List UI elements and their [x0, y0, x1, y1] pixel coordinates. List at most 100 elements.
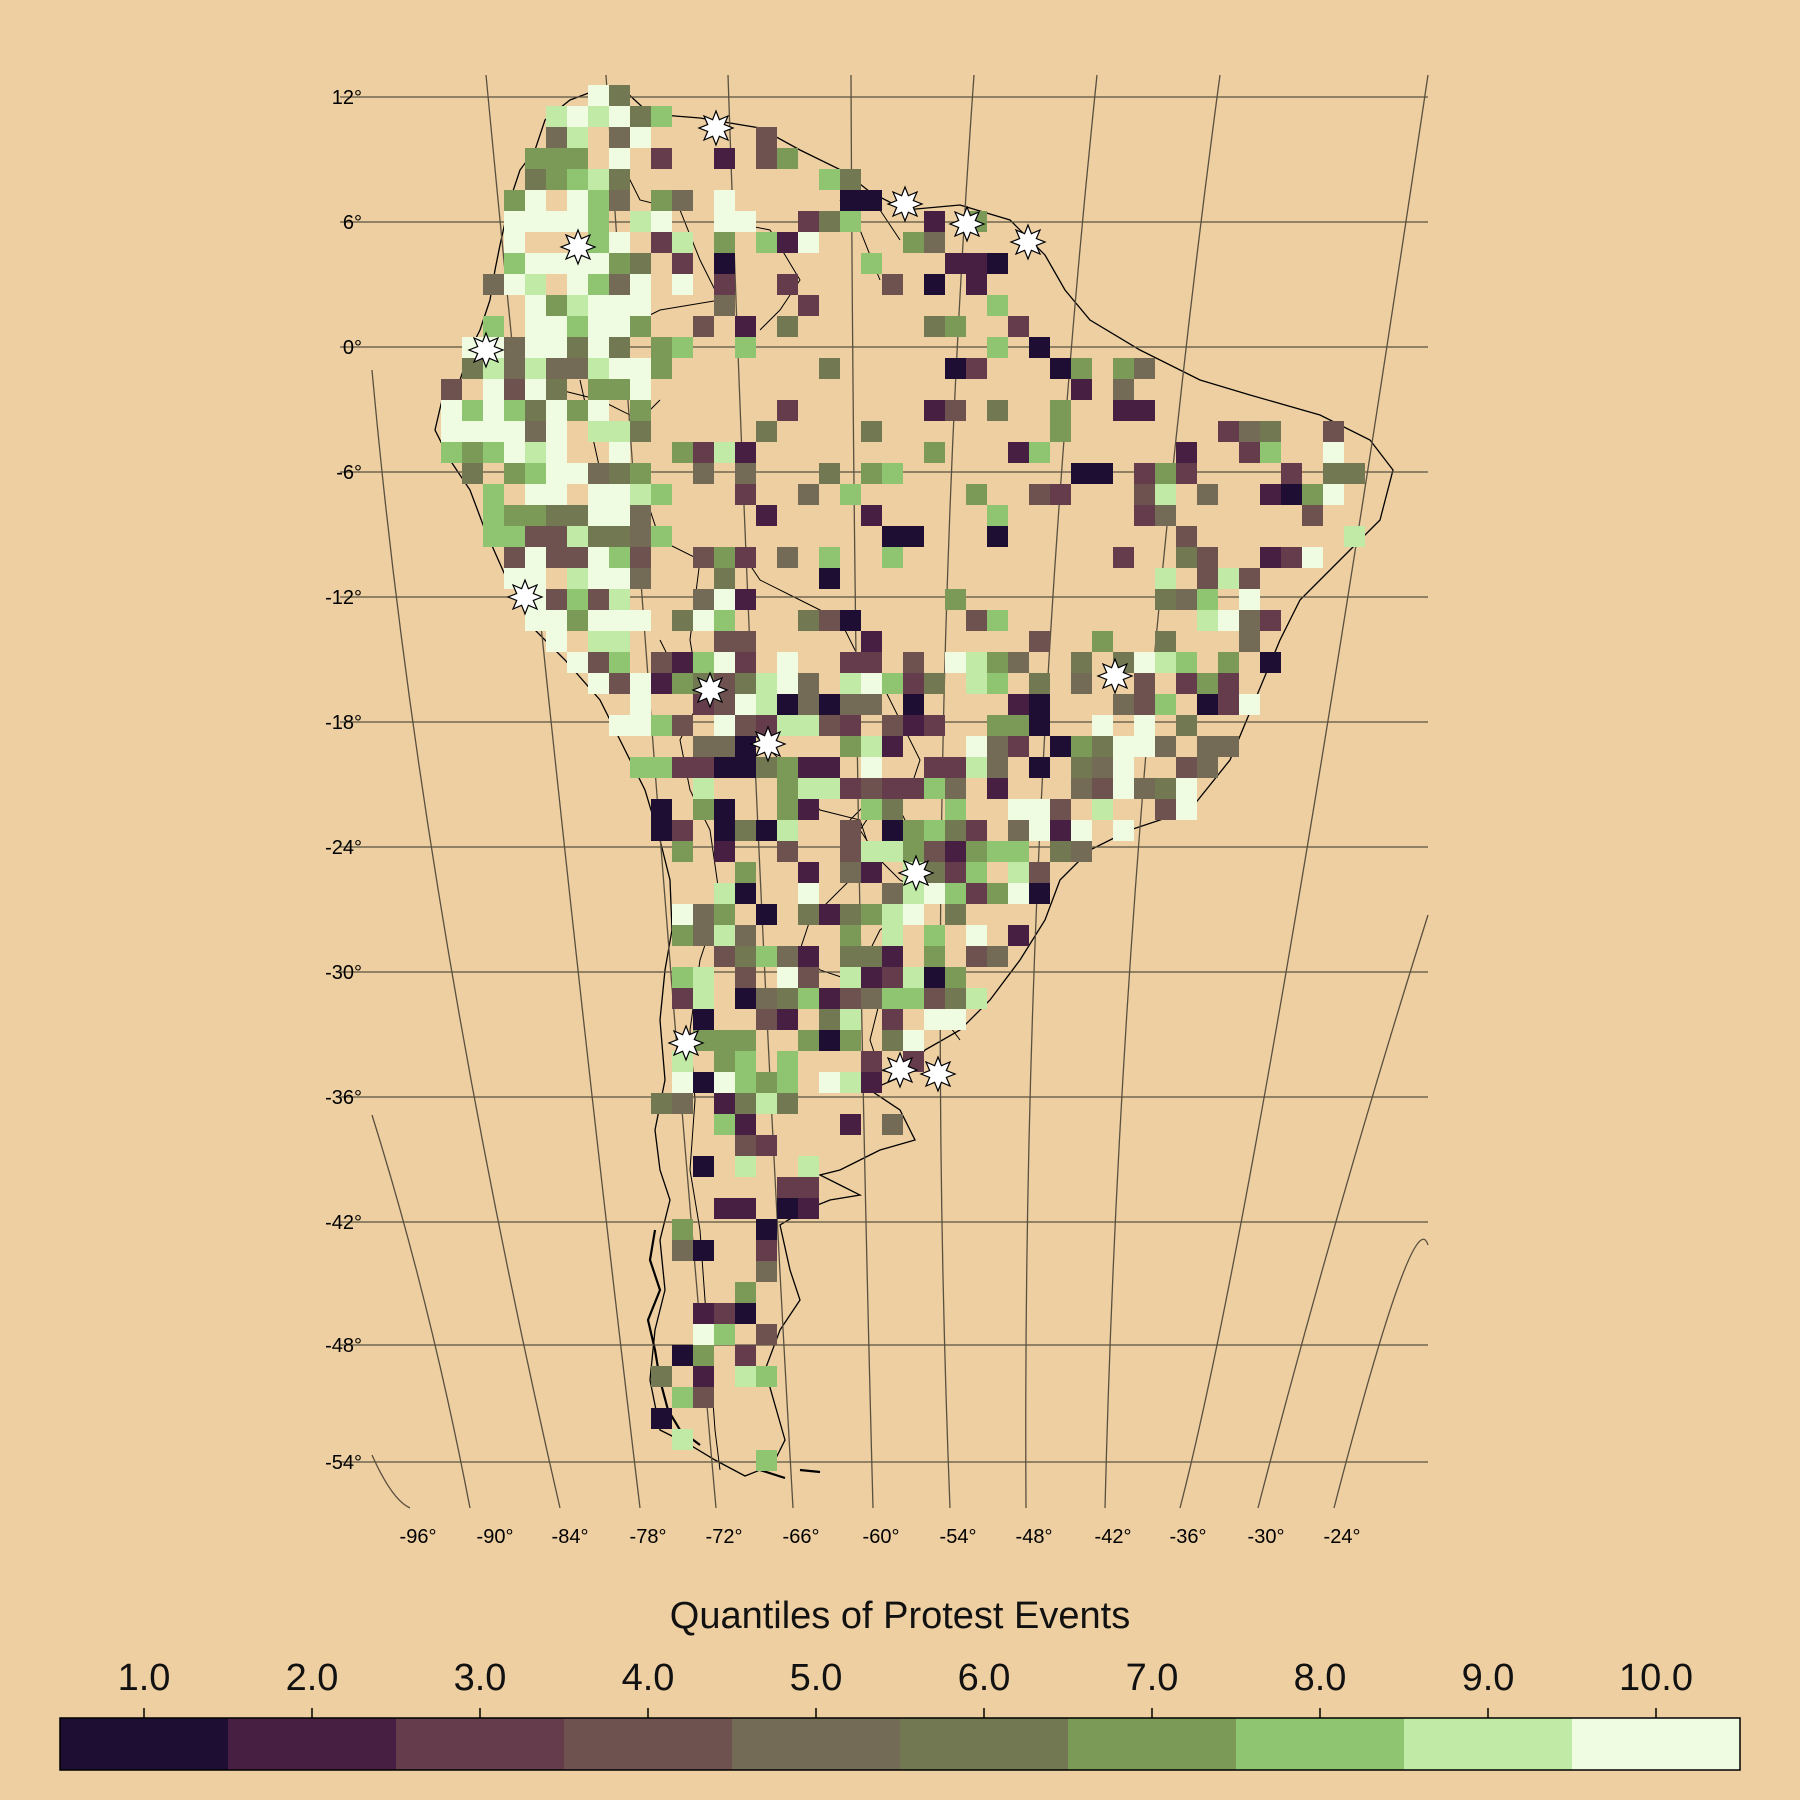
protest-cell	[903, 841, 924, 862]
protest-cells	[441, 85, 1365, 1471]
protest-cell	[735, 988, 756, 1009]
longitude-label: -72°	[706, 1526, 743, 1548]
protest-cell	[861, 778, 882, 799]
protest-cell	[777, 757, 798, 778]
protest-cell	[1008, 316, 1029, 337]
protest-cell	[672, 1387, 693, 1408]
protest-cell	[483, 316, 504, 337]
protest-cell	[840, 988, 861, 1009]
protest-cell	[1344, 526, 1365, 547]
protest-cell	[966, 820, 987, 841]
protest-cell	[1050, 358, 1071, 379]
colorbar-segment	[396, 1718, 565, 1770]
protest-cell	[1155, 799, 1176, 820]
city-star-marker	[559, 228, 597, 266]
protest-cell	[546, 547, 567, 568]
protest-cell	[651, 1093, 672, 1114]
protest-cell	[861, 631, 882, 652]
protest-cell	[903, 1030, 924, 1051]
protest-cell	[630, 274, 651, 295]
protest-cell	[1050, 799, 1071, 820]
protest-cell	[546, 253, 567, 274]
protest-cell	[798, 295, 819, 316]
protest-cell	[756, 1093, 777, 1114]
protest-cell	[819, 463, 840, 484]
legend-title: Quantiles of Protest Events	[669, 1595, 1131, 1637]
protest-cell	[1281, 463, 1302, 484]
protest-cell	[609, 253, 630, 274]
protest-cell	[1197, 673, 1218, 694]
protest-cell	[840, 862, 861, 883]
city-star-marker	[467, 331, 505, 369]
protest-cell	[1134, 400, 1155, 421]
protest-cell	[1218, 673, 1239, 694]
protest-cell	[987, 337, 1008, 358]
protest-cell	[525, 568, 546, 589]
protest-cell	[987, 946, 1008, 967]
protest-cell	[651, 337, 672, 358]
protest-cell	[588, 253, 609, 274]
latitude-label: 12°	[332, 87, 362, 109]
protest-cell	[1176, 463, 1197, 484]
protest-cell	[924, 400, 945, 421]
protest-cell	[861, 421, 882, 442]
protest-cell	[504, 526, 525, 547]
protest-cell	[525, 358, 546, 379]
protest-cell	[630, 463, 651, 484]
protest-cell	[609, 274, 630, 295]
latitude-label: -12°	[325, 587, 362, 609]
protest-cell	[777, 946, 798, 967]
protest-cell	[609, 463, 630, 484]
protest-cell	[777, 967, 798, 988]
protest-cell	[567, 337, 588, 358]
protest-cell	[798, 232, 819, 253]
protest-cell	[1071, 652, 1092, 673]
protest-cell	[1218, 421, 1239, 442]
latitude-label: -48°	[325, 1335, 362, 1357]
latitude-labels: 12° 6° 0° -6° -12° -18° -24° -30° -36° -42° -48° -5…	[325, 87, 362, 1474]
latitude-label: 0°	[343, 337, 362, 359]
protest-cell	[1134, 715, 1155, 736]
protest-cell	[672, 190, 693, 211]
protest-cell	[1113, 547, 1134, 568]
protest-cell	[651, 526, 672, 547]
protest-cell	[903, 652, 924, 673]
protest-cell	[924, 715, 945, 736]
protest-cell	[966, 253, 987, 274]
protest-cell	[903, 904, 924, 925]
protest-cell	[840, 190, 861, 211]
protest-cell	[1176, 799, 1197, 820]
colorbar-tick-label: 9.0	[1462, 1657, 1515, 1699]
protest-cell	[546, 148, 567, 169]
protest-cell	[1050, 820, 1071, 841]
protest-cell	[840, 925, 861, 946]
protest-cell	[777, 820, 798, 841]
protest-cell	[714, 274, 735, 295]
protest-cell	[693, 589, 714, 610]
protest-cell	[462, 421, 483, 442]
protest-cell	[672, 1240, 693, 1261]
protest-cell	[546, 295, 567, 316]
protest-cell	[588, 190, 609, 211]
protest-cell	[819, 904, 840, 925]
protest-cell	[924, 820, 945, 841]
protest-cell	[966, 841, 987, 862]
protest-cell	[672, 652, 693, 673]
protest-cell	[1197, 589, 1218, 610]
protest-cell	[735, 757, 756, 778]
protest-cell	[630, 295, 651, 316]
protest-cell	[987, 757, 1008, 778]
protest-cell	[588, 463, 609, 484]
longitude-label: -54°	[940, 1526, 977, 1548]
protest-cell	[924, 1009, 945, 1030]
protest-cell	[945, 253, 966, 274]
protest-cell	[861, 1051, 882, 1072]
protest-cell	[798, 757, 819, 778]
protest-cell	[777, 778, 798, 799]
colorbar-segment	[1572, 1718, 1741, 1770]
protest-cell	[756, 1135, 777, 1156]
longitude-label: -36°	[1170, 1526, 1207, 1548]
protest-cell	[567, 400, 588, 421]
protest-cell	[1134, 505, 1155, 526]
protest-cell	[609, 568, 630, 589]
